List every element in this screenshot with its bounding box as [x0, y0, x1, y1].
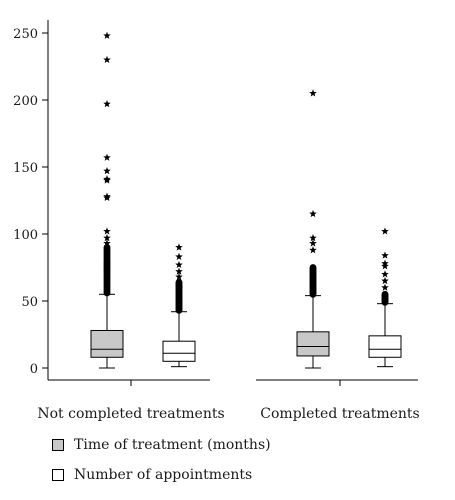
category-labels: Not completed treatments Completed treatm…	[37, 406, 419, 422]
outlier-point	[309, 264, 317, 271]
category-label: Not completed treatments	[37, 406, 224, 422]
extreme-outlier-star	[381, 227, 389, 235]
legend-label-time: Time of treatment (months)	[74, 437, 271, 453]
y-tick-label: 250	[13, 27, 38, 42]
extreme-outlier-star	[309, 246, 317, 254]
extreme-outlier-star	[175, 272, 183, 281]
y-tick-label: 100	[13, 228, 38, 243]
box	[368, 335, 402, 358]
extreme-outlier-star	[175, 267, 183, 275]
extreme-outlier-star	[103, 192, 111, 200]
box	[162, 340, 196, 362]
legend-swatch-time	[52, 439, 64, 451]
y-tick-label: 150	[13, 161, 38, 176]
extreme-outlier-star	[103, 167, 111, 175]
extreme-outlier-star	[175, 252, 183, 261]
y-tick-label: 200	[13, 94, 38, 109]
extreme-outlier-star	[309, 239, 317, 247]
extreme-outlier-star	[103, 234, 111, 242]
extreme-outlier-star	[175, 260, 183, 269]
extreme-outlier-star	[103, 153, 111, 161]
legend-label-appointments: Number of appointments	[74, 467, 253, 483]
category-label: Completed treatments	[260, 406, 419, 422]
extreme-outlier-star	[381, 283, 389, 291]
legend-item-time: Time of treatment (months)	[52, 437, 271, 453]
legend-swatch-appointments	[52, 469, 64, 481]
extreme-outlier-star	[381, 251, 389, 259]
outlier-point	[175, 278, 183, 286]
extreme-outlier-star	[381, 270, 389, 278]
boxplot-appointments-completed	[368, 303, 402, 368]
y-tick-label: 50	[21, 295, 38, 310]
axes	[47, 20, 418, 386]
legend-item-appointments: Number of appointments	[52, 467, 252, 483]
extreme-outlier-star	[103, 239, 111, 247]
extreme-outlier-star	[381, 276, 389, 285]
outliers	[103, 31, 389, 314]
boxplot-time-completed	[296, 295, 330, 369]
extreme-outlier-star	[381, 262, 389, 270]
box	[90, 329, 124, 358]
outlier-point	[381, 290, 389, 298]
extreme-outlier-star	[103, 55, 111, 64]
extreme-outlier-star	[103, 175, 111, 183]
extreme-outlier-star	[103, 227, 111, 235]
boxplot-appointments-not-completed	[162, 311, 196, 368]
extreme-outlier-star	[103, 31, 111, 39]
box	[296, 331, 330, 357]
extreme-outlier-star	[309, 209, 317, 218]
boxes	[90, 293, 402, 369]
extreme-outlier-star	[175, 243, 183, 251]
extreme-outlier-star	[309, 234, 317, 242]
y-tick-label: 0	[30, 362, 38, 377]
extreme-outlier-star	[309, 89, 317, 97]
extreme-outlier-star	[103, 100, 111, 108]
y-ticks: 0 50 100 150 200 250	[13, 27, 48, 377]
boxplot-time-not-completed	[90, 293, 124, 369]
extreme-outlier-star	[381, 259, 389, 267]
